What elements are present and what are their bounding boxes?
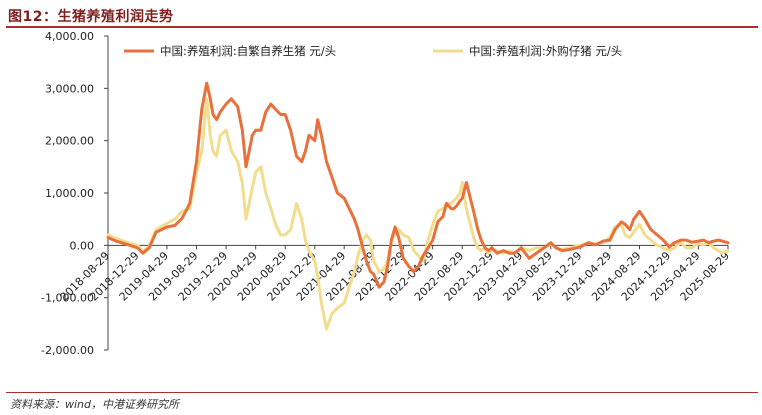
footer-divider xyxy=(6,392,758,393)
y-tick-label: -1,000.00 xyxy=(41,292,94,305)
y-axis: 4,000.00 3,000.00 2,000.00 1,000.00 0.00 -1,0… xyxy=(41,30,109,357)
y-tick-label: 2,000.00 xyxy=(45,135,94,148)
y-tick-label: -2,000.00 xyxy=(41,344,94,357)
figure-title: 图12：生猪养殖利润走势 xyxy=(8,9,174,25)
source-note: 资料来源：wind，中港证券研究所 xyxy=(10,398,180,411)
y-tick-label: 4,000.00 xyxy=(45,30,94,43)
chart: 4,000.00 3,000.00 2,000.00 1,000.00 0.00 -1,0… xyxy=(41,30,732,357)
x-axis: 2018-08-292018-12-292019-04-292019-08-29… xyxy=(58,244,732,304)
y-tick-label: 1,000.00 xyxy=(45,187,94,200)
series-line-self-bred xyxy=(106,81,730,289)
legend-label: 中国:养殖利润:自繁自养生猪 元/头 xyxy=(160,44,336,58)
legend-label: 中国:养殖利润:外购仔猪 元/头 xyxy=(469,44,622,58)
title-divider xyxy=(6,26,758,28)
legend: 中国:养殖利润:自繁自养生猪 元/头 中国:养殖利润:外购仔猪 元/头 xyxy=(124,44,622,58)
y-tick-label: 3,000.00 xyxy=(45,82,94,95)
series-layer xyxy=(106,81,730,331)
series-line-purchased-piglet xyxy=(106,97,730,331)
y-tick-label: 0.00 xyxy=(70,239,95,252)
